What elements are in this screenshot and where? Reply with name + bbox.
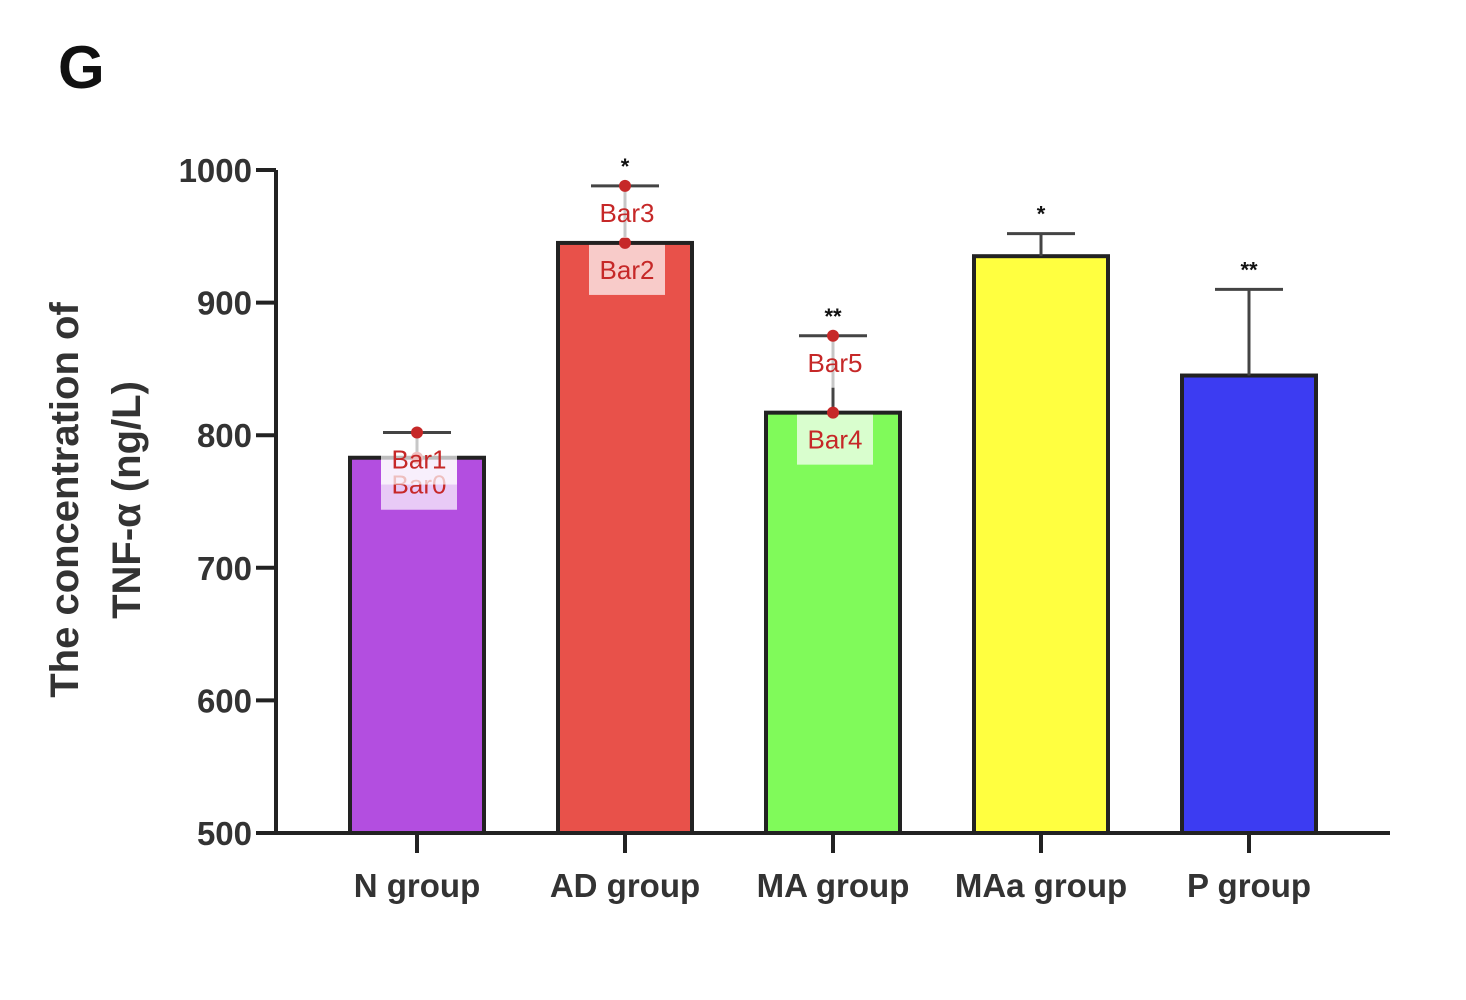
annotation-label-2: Bar2 [600,255,655,285]
significance-marker-1: * [621,154,630,179]
annotation-dot-2 [619,236,631,249]
y-axis-label-line-2: TNF-α (ng/L) [105,381,149,619]
annotation-box-2 [589,244,665,295]
annotation-box-3 [589,187,665,238]
annotation-box-4 [797,414,873,465]
annotation-label-4: Bar4 [808,425,863,455]
y-axis-label-line-1: The concentration of [43,302,87,698]
annotation-dot-4 [827,406,839,419]
annotation-dot-3 [619,179,631,192]
x-tick-label-3: MAa group [955,867,1127,904]
bar-1 [556,240,694,835]
annotation-label-3: Bar3 [600,198,655,228]
y-tick-label-5: 1000 [179,152,252,189]
annotation-label-1: Bar1 [392,445,447,475]
y-tick-label-1: 600 [197,682,252,719]
y-tick-label-0: 500 [197,815,252,852]
significance-marker-3: * [1037,202,1046,227]
annotation-box-1 [381,434,457,485]
significance-marker-2: ** [824,304,842,329]
x-tick-label-4: P group [1187,867,1311,904]
annotation-dot-5 [827,329,839,342]
bar-4 [1180,373,1318,835]
x-tick-label-0: N group [354,867,480,904]
y-tick-label-4: 900 [197,285,252,322]
y-tick-label-3: 800 [197,417,252,454]
bar-2 [764,410,902,835]
x-tick-label-1: AD group [550,867,700,904]
panel-label: G [58,34,105,101]
bar-3 [972,254,1110,835]
annotation-dot-1 [411,426,423,439]
y-tick-label-2: 700 [197,550,252,587]
significance-marker-4: ** [1240,257,1258,282]
bar-0 [348,455,486,835]
annotation-label-5: Bar5 [808,348,863,378]
annotation-box-5 [797,337,873,388]
x-tick-label-2: MA group [757,867,910,904]
